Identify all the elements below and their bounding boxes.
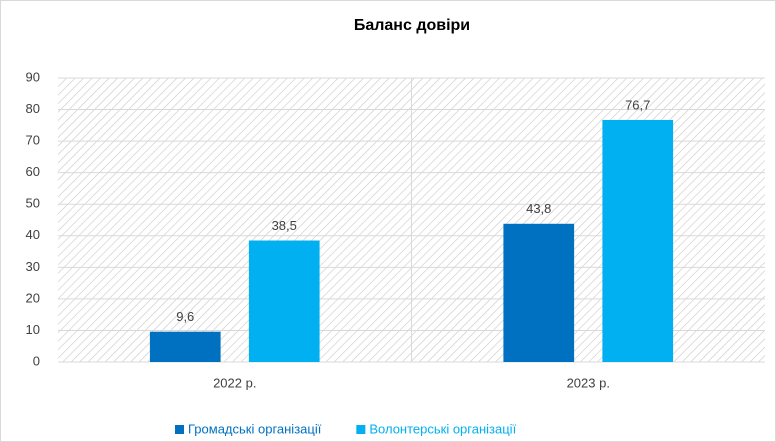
value-label: 76,7 [625,97,650,112]
y-tick-label: 90 [26,69,40,84]
y-tick-label: 50 [26,196,40,211]
legend-swatch [356,425,366,434]
y-tick-label: 70 [26,133,40,148]
bar [602,119,674,362]
value-label: 9,6 [176,309,194,324]
bar [248,240,320,362]
value-label: 43,8 [526,201,551,216]
y-tick-label: 20 [26,290,40,305]
chart-title: Баланс довіри [354,17,470,34]
x-tick-label: 2023 р. [567,375,610,390]
legend-swatch [175,425,184,434]
bar [503,223,575,362]
y-tick-label: 30 [26,259,40,274]
legend-label: Громадські організації [188,421,322,436]
y-tick-label: 80 [26,101,40,116]
y-tick-label: 10 [26,322,40,337]
y-tick-label: 60 [26,164,40,179]
y-tick-label: 40 [26,227,40,242]
x-tick-label: 2022 р. [213,375,256,390]
bar [149,331,221,362]
y-tick-label: 0 [33,353,40,368]
legend-label: Волонтерські організації [369,421,516,436]
value-label: 38,5 [272,218,297,233]
